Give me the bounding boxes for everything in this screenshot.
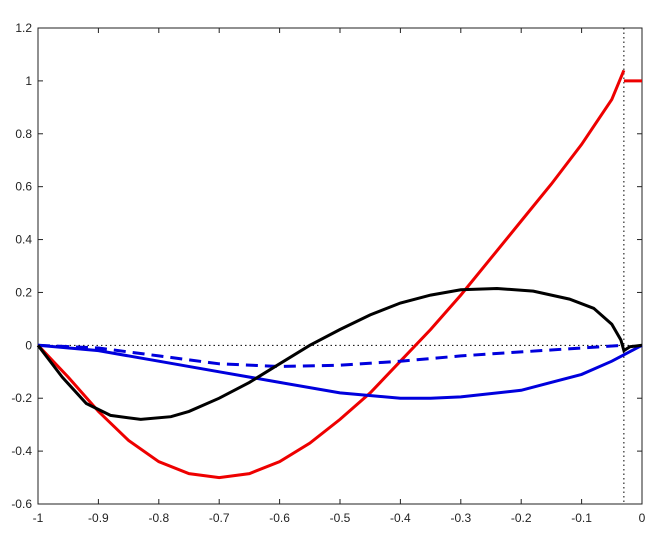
x-tick-label: -0.8 [148,511,169,525]
x-tick-label: -0.4 [390,511,411,525]
y-tick-label: 1.2 [15,21,32,35]
y-tick-label: -0.2 [11,391,32,405]
y-tick-label: 0.6 [15,180,32,194]
y-tick-label: 0.8 [15,127,32,141]
y-tick-label: 0.2 [15,285,32,299]
y-tick-label: 0.4 [15,233,32,247]
x-tick-label: -0.6 [269,511,290,525]
axes-box [37,27,643,505]
x-tick-label: -0.9 [88,511,109,525]
x-tick-label: -1 [33,511,44,525]
x-tick-label: -0.3 [450,511,471,525]
x-tick-label: -0.2 [511,511,532,525]
series-line [36,286,643,421]
series-line [37,343,643,400]
x-tick-label: -0.1 [571,511,592,525]
x-tick-label: -0.5 [330,511,351,525]
x-tick-label: 0 [639,511,646,525]
series-line [36,69,642,480]
x-tick-label: -0.7 [209,511,230,525]
y-tick-label: 0 [25,338,32,352]
series-line [37,343,624,369]
y-tick-label: -0.4 [11,444,32,458]
y-tick-label: 1 [25,74,32,88]
y-tick-label: -0.6 [11,497,32,511]
